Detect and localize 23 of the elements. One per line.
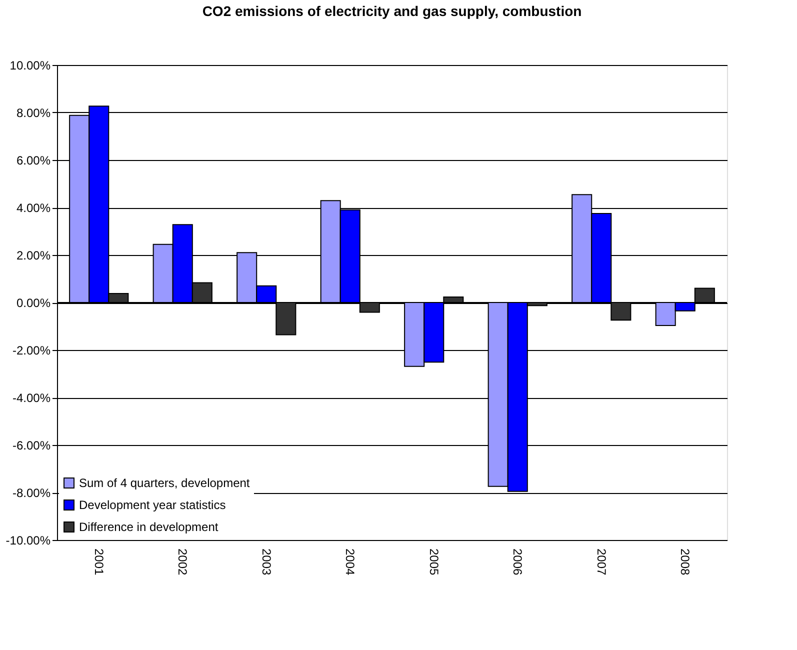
y-tick-label: 10.00% (10, 58, 51, 72)
x-tick-label: 2006 (510, 548, 525, 576)
legend-label: Development year statistics (79, 498, 226, 512)
x-tick-label: 2004 (343, 548, 358, 576)
y-tick-label: 8.00% (16, 106, 51, 120)
legend-label: Sum of 4 quarters, development (79, 476, 250, 490)
y-tick-label: 6.00% (16, 154, 51, 168)
x-tick-label: 2007 (594, 548, 608, 576)
x-tick-label: 2008 (678, 548, 692, 576)
y-tick-label: -6.00% (12, 438, 51, 452)
y-tick-label: 2.00% (16, 248, 51, 262)
y-tick-label: -10.00% (6, 534, 51, 548)
legend-label: Difference in development (79, 520, 219, 534)
y-tick-label: -8.00% (12, 486, 51, 500)
chart-title: CO2 emissions of electricity and gas supply, combustion (202, 3, 582, 19)
x-tick-label: 2002 (176, 548, 190, 576)
y-tick-label: 0.00% (16, 296, 51, 310)
y-tick-label: -4.00% (12, 391, 51, 405)
x-tick-label: 2003 (259, 548, 274, 576)
x-tick-label: 2001 (92, 548, 106, 576)
y-tick-label: 4.00% (16, 201, 51, 215)
y-tick-label: -2.00% (12, 344, 51, 358)
x-tick-label: 2005 (426, 548, 441, 576)
